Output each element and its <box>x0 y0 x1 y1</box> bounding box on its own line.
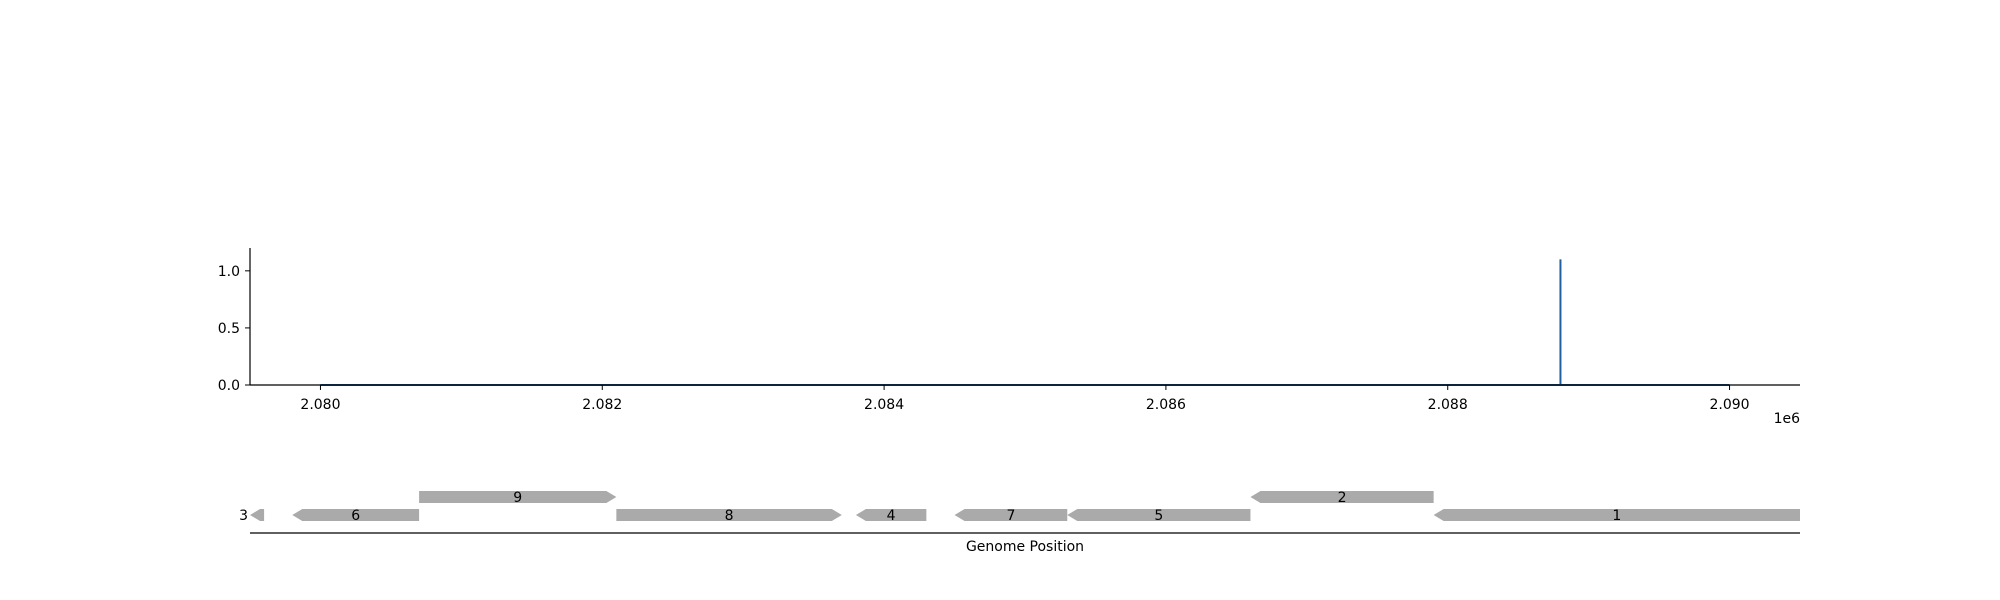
gene-label-3: 3 <box>239 508 248 524</box>
gene-feature-3 <box>250 509 265 521</box>
gene-label-9: 9 <box>513 490 522 506</box>
gene-feature-2 <box>1250 491 1434 503</box>
x-offset-label: 1e6 <box>1774 411 1801 427</box>
coverage-series <box>320 259 1730 386</box>
x-tick-label: 2.082 <box>582 397 622 413</box>
coverage-line-0 <box>320 259 1730 386</box>
coverage-plot: 2.080 2.082 2.084 2.086 2.088 2.0900.00.51.0 … <box>218 248 1800 427</box>
x-tick-label: 2.090 <box>1709 397 1749 413</box>
gene-label-5: 5 <box>1154 508 1163 524</box>
gene-feature-5 <box>1067 509 1251 521</box>
y-tick-label: 1.0 <box>218 264 240 280</box>
gene-label-4: 4 <box>887 508 896 524</box>
y-tick-label: 0.5 <box>218 321 240 337</box>
gene-feature-9 <box>419 491 617 503</box>
gene-label-2: 2 <box>1338 490 1347 506</box>
gene-label-1: 1 <box>1612 508 1621 524</box>
gene-feature-7 <box>954 509 1068 521</box>
gene-label-6: 6 <box>351 508 360 524</box>
x-tick-label: 2.080 <box>300 397 340 413</box>
gene-feature-6 <box>292 509 420 521</box>
x-tick-label: 2.084 <box>864 397 904 413</box>
gene-feature-8 <box>616 509 842 521</box>
gene-label-7: 7 <box>1006 508 1015 524</box>
gene-feature-4 <box>855 509 927 521</box>
gene-label-8: 8 <box>725 508 734 524</box>
x-tick-label: 2.086 <box>1146 397 1186 413</box>
genome-position-label: Genome Position <box>966 539 1084 555</box>
coverage-axes: 2.080 2.082 2.084 2.086 2.088 2.090 0.0 0.5 1.0 <box>218 248 1800 413</box>
y-tick-label: 0.0 <box>218 378 240 394</box>
x-tick-label: 2.088 <box>1428 397 1468 413</box>
gene-track: 3 6 9 8 4 7 5 2 1 Genome Position <box>239 490 1800 555</box>
gene-feature-1 <box>1433 509 1800 521</box>
gene-features: 3 6 9 8 4 7 5 2 1 <box>239 490 1800 524</box>
